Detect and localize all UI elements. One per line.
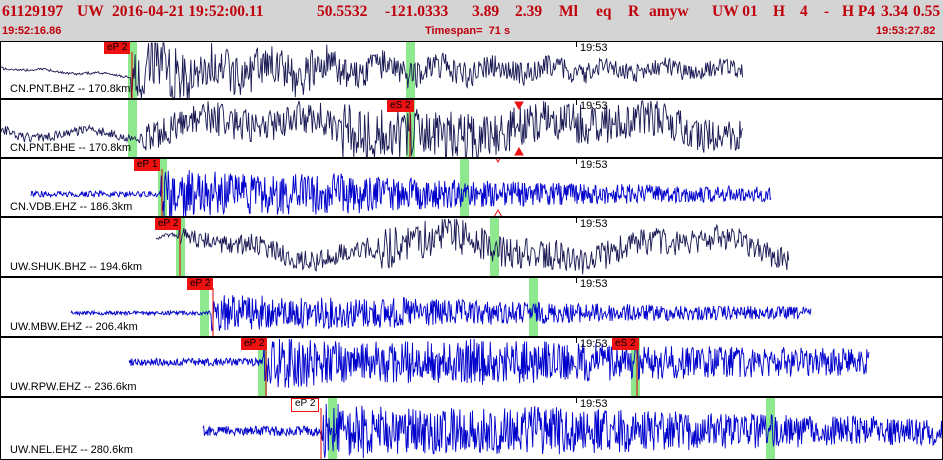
time-tick-label: 19:53 [576, 100, 608, 112]
quality: H [773, 3, 786, 20]
time-tick-label: 19:53 [576, 398, 608, 410]
value-2: 0.55 [913, 3, 941, 20]
waveform-plot [155, 218, 790, 276]
phase-window-highlight [128, 100, 137, 157]
pick-flag[interactable]: eS 2 [612, 338, 639, 350]
station-channel-label: CN.PNT.BHE -- 170.8km [10, 142, 132, 154]
magnitude-type: Ml [559, 3, 578, 20]
phase-window-highlight [529, 278, 538, 336]
amplitude-marker-icon [514, 146, 524, 156]
station-channel-label: UW.NEL.EHZ -- 280.6km [10, 444, 133, 456]
station-channel-label: CN.PNT.BHZ -- 170.8km [10, 83, 131, 95]
start-time: 19:52:16.86 [2, 25, 62, 37]
count: 4 [800, 3, 808, 20]
timespan: Timespan= 71 s [425, 25, 511, 37]
time-tick-label: 19:53 [576, 338, 608, 350]
value-1: 3.34 [881, 3, 909, 20]
trace-panel[interactable]: 19:53 eS 2 CN.PNT.BHE -- 170.8km [0, 99, 943, 158]
trace-panel[interactable]: 19:53 eP 2 UW.NEL.EHZ -- 280.6km [0, 397, 943, 460]
seismic-trace [70, 295, 812, 332]
dash: - [824, 3, 830, 20]
amplitude-marker-icon [493, 208, 503, 216]
pick-flag[interactable]: eP 2 [241, 338, 268, 350]
review-flag: R [628, 3, 640, 20]
time-tick-label: 19:53 [576, 218, 608, 230]
station-channel-label: UW.RPW.EHZ -- 236.6km [10, 381, 137, 393]
seismic-trace [128, 338, 870, 388]
waveform-plot [128, 338, 870, 396]
pick-flag[interactable]: eP 2 [155, 218, 182, 230]
seismic-trace [1, 100, 744, 157]
trace-panel[interactable]: 19:53 eP 2 eS 2 UW.RPW.EHZ -- 236.6km [0, 337, 943, 397]
phase-window-highlight [328, 398, 337, 459]
seismic-trace [202, 403, 942, 459]
time-tick-label: 19:53 [576, 278, 608, 290]
amplitude-marker-icon [514, 101, 524, 111]
phase-window-highlight [631, 338, 640, 396]
network-code: UW [77, 3, 104, 20]
seismic-trace [1, 42, 744, 98]
time-tick-label: 19:53 [576, 159, 608, 171]
time-tick-label: 19:53 [576, 42, 608, 54]
seismogram-panels[interactable]: 19:53 eP 2 CN.PNT.BHZ -- 170.8km 19:53 eS 2 C… [0, 41, 943, 460]
pick-flag[interactable]: eP 2 [187, 278, 214, 290]
origin-time: 2016-04-21 19:52:00.11 [112, 3, 264, 20]
pick-flag[interactable]: eP 1 [134, 159, 161, 171]
station-channel-label: UW.MBW.EHZ -- 206.4km [10, 321, 138, 333]
longitude: -121.0333 [385, 3, 449, 20]
waveform-plot [70, 278, 812, 336]
waveform-plot [30, 159, 772, 216]
seismic-trace [155, 218, 790, 275]
waveform-plot [1, 42, 744, 98]
pick-flag[interactable]: eP 2 [291, 398, 320, 412]
waveform-plot [202, 398, 942, 459]
latitude: 50.5532 [317, 3, 368, 20]
trace-panel[interactable]: 19:53 eP 2 UW.MBW.EHZ -- 206.4km [0, 277, 943, 337]
seismic-trace [30, 170, 772, 216]
waveform-plot [1, 100, 744, 157]
depth: 3.89 [472, 3, 500, 20]
magnitude: 2.39 [515, 3, 543, 20]
trace-panel[interactable]: 19:53 eP 2 UW.SHUK.BHZ -- 194.6km [0, 217, 943, 277]
phase-window-highlight [258, 338, 267, 396]
phase-window-highlight [490, 218, 499, 276]
gtype: H P4 [842, 3, 876, 20]
pick-flag[interactable]: eS 2 [387, 100, 414, 112]
event-id: 61129197 [2, 3, 64, 20]
event-type: eq [596, 3, 612, 20]
end-time: 19:53:27.82 [876, 25, 936, 37]
source: UW 01 [712, 3, 758, 20]
event-header: 61129197 UW 2016-04-21 19:52:00.11 50.55… [0, 0, 943, 41]
phase-window-highlight [200, 278, 209, 336]
trace-panel[interactable]: 19:53 eP 2 CN.PNT.BHZ -- 170.8km [0, 41, 943, 99]
author: amyw [649, 3, 689, 20]
trace-panel[interactable]: 19:53 eP 1 CN.VDB.EHZ -- 186.3km [0, 158, 943, 217]
station-channel-label: CN.VDB.EHZ -- 186.3km [10, 201, 133, 213]
pick-flag[interactable]: eP 2 [104, 42, 131, 54]
station-channel-label: UW.SHUK.BHZ -- 194.6km [10, 261, 143, 273]
amplitude-marker-icon [495, 159, 501, 164]
